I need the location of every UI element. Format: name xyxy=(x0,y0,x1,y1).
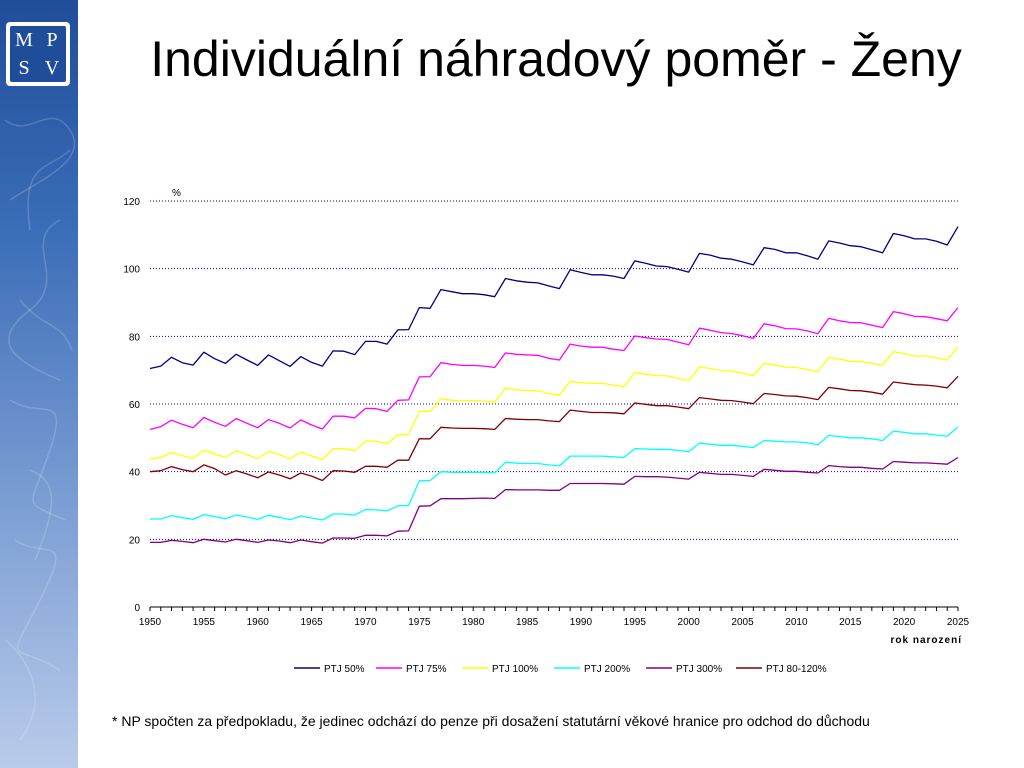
y-axis-label: % xyxy=(172,188,181,199)
x-tick-label: 2005 xyxy=(731,617,754,628)
x-tick-label: 2000 xyxy=(678,617,701,628)
legend-label: PTJ 300% xyxy=(676,664,722,675)
legend-label: PTJ 80-120% xyxy=(766,664,827,675)
mpsv-logo: M P S V xyxy=(6,22,70,86)
logo-letter: V xyxy=(44,57,60,79)
slide-title: Individuální náhradový poměr - Ženy xyxy=(150,31,962,87)
x-tick-label: 1975 xyxy=(408,617,431,628)
series-line-3 xyxy=(149,346,959,461)
y-tick-label: 100 xyxy=(123,265,140,276)
y-tick-label: 120 xyxy=(123,197,140,208)
legend-label: PTJ 200% xyxy=(584,664,630,675)
legend: PTJ 50% PTJ 75% PTJ 100% PTJ 200% PTJ 300% PT… xyxy=(294,664,827,675)
x-tick-label: 1960 xyxy=(247,617,270,628)
x-tick-label: 1950 xyxy=(139,617,162,628)
x-tick-label: 1985 xyxy=(516,617,539,628)
x-tick-label: 1955 xyxy=(193,617,216,628)
series-line-5 xyxy=(150,456,959,544)
logo-letter: P xyxy=(46,29,58,51)
legend-label: PTJ 50% xyxy=(324,664,365,675)
sidebar-decoration: M P S V xyxy=(0,0,78,768)
y-tick-label: 40 xyxy=(129,468,141,479)
series-line-1 xyxy=(149,226,959,370)
footnote: * NP spočten za předpokladu, že jedinec … xyxy=(112,713,870,729)
series-line-6 xyxy=(149,375,959,482)
x-tick-label: 1995 xyxy=(624,617,647,628)
x-tick-label: 2015 xyxy=(839,617,862,628)
series-line-4 xyxy=(150,426,959,521)
sidebar-pattern xyxy=(4,117,76,741)
x-tick-label: 1990 xyxy=(570,617,593,628)
y-tick-label: 20 xyxy=(129,535,141,546)
x-tick-label: 1980 xyxy=(462,617,485,628)
y-tick-label: 60 xyxy=(129,400,141,411)
legend-label: PTJ 100% xyxy=(492,664,538,675)
legend-label: PTJ 75% xyxy=(406,664,447,675)
x-axis-label: rok narození xyxy=(891,635,963,646)
y-tick-label: 80 xyxy=(129,332,141,343)
axes: 0 20 40 60 80 100 120 1950 1955 1960 1965 1970 1975 1… xyxy=(123,197,969,628)
line-chart: 0 20 40 60 80 100 120 1950 1955 1960 1965 1970 1975 1… xyxy=(123,188,969,675)
series-lines xyxy=(149,226,959,544)
gridlines xyxy=(150,200,958,540)
x-tick-label: 2020 xyxy=(893,617,916,628)
x-tick-label: 2010 xyxy=(785,617,808,628)
series-line-2 xyxy=(149,307,959,431)
x-tick-label: 1965 xyxy=(300,617,323,628)
x-tick-label: 1970 xyxy=(354,617,377,628)
y-tick-label: 0 xyxy=(134,603,140,614)
logo-letter: S xyxy=(18,57,30,79)
x-tick-label: 2025 xyxy=(947,617,970,628)
logo-letter: M xyxy=(15,29,33,51)
